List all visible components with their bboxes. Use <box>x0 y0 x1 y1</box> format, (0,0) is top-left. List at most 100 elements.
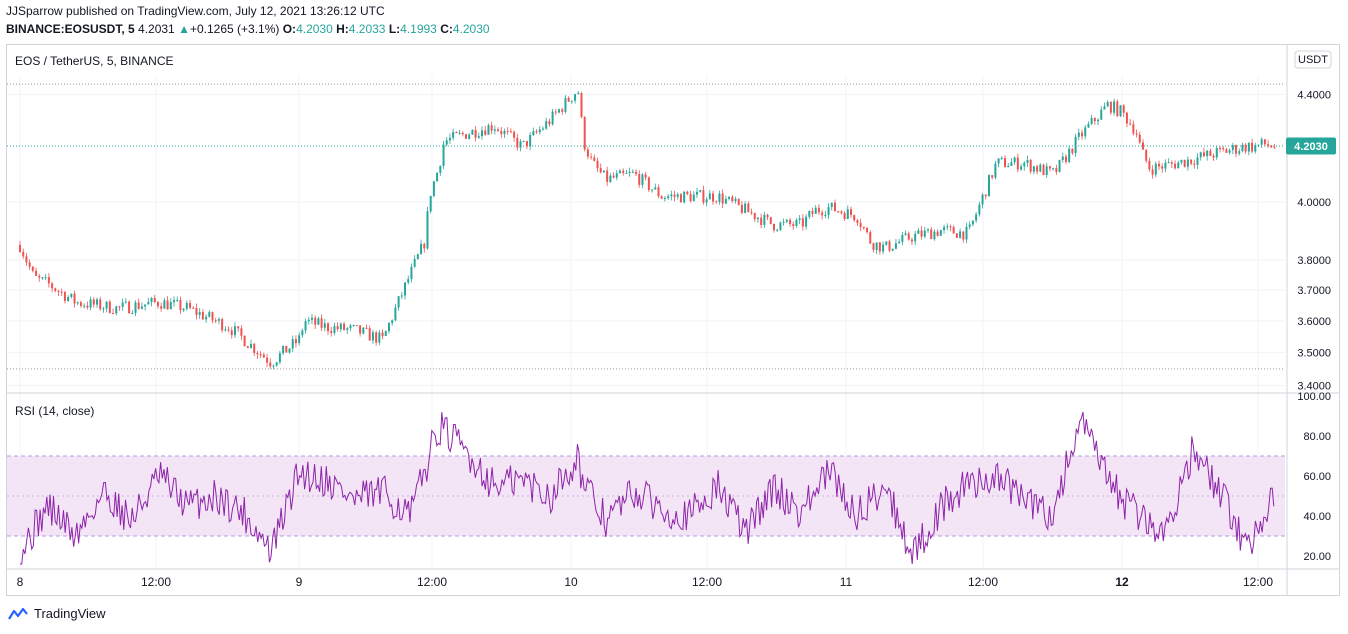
candle-body <box>541 128 544 130</box>
candle-body <box>769 217 772 224</box>
candle-body <box>1132 124 1135 134</box>
candle-body <box>728 196 731 199</box>
candle-body <box>1170 162 1173 164</box>
rsi-tick-label: 80.00 <box>1303 431 1331 443</box>
candle-body <box>371 332 374 341</box>
reference-lines <box>7 83 1285 370</box>
currency-button[interactable]: USDT <box>1294 50 1332 69</box>
rsi-band <box>7 455 1285 537</box>
candle-body <box>442 144 445 166</box>
candle-body <box>156 301 159 307</box>
candle-body <box>333 326 336 333</box>
candle-body <box>118 306 121 308</box>
candle-body <box>108 301 111 313</box>
candle-body <box>233 326 236 335</box>
candle-body <box>1244 144 1247 152</box>
candle-body <box>205 316 208 320</box>
candle-body <box>734 198 737 202</box>
candle-body <box>538 129 541 133</box>
candle-body <box>314 317 317 325</box>
candle-body <box>224 329 227 331</box>
candle-body <box>31 266 34 271</box>
candle-body <box>481 130 484 137</box>
candle-body <box>1029 159 1032 172</box>
candle-body <box>121 302 124 307</box>
time-tick-label: 12:00 <box>141 575 171 589</box>
candle-body <box>112 312 115 314</box>
candle-body <box>1138 134 1141 143</box>
candle-body <box>686 191 689 195</box>
candle-body <box>936 231 939 236</box>
candle-body <box>663 198 666 200</box>
candle-body <box>1222 148 1225 150</box>
price-tick-label: 4.4000 <box>1297 89 1331 101</box>
candle-body <box>1257 144 1260 146</box>
candle-body <box>1154 163 1157 175</box>
candle-body <box>1077 132 1080 137</box>
candle-body <box>310 317 313 320</box>
candle-body <box>41 277 44 279</box>
candle-body <box>195 307 198 315</box>
candle-body <box>1231 145 1234 151</box>
candle-body <box>176 299 179 301</box>
candle-body <box>846 209 849 219</box>
candle-body <box>1020 166 1023 170</box>
candle-body <box>1186 159 1189 167</box>
candle-body <box>564 98 567 112</box>
candle-body <box>140 306 143 309</box>
time-tick-label: 12:00 <box>417 575 447 589</box>
candle-body <box>978 204 981 215</box>
candle-body <box>795 219 798 226</box>
candle-body <box>1087 124 1090 128</box>
candle-body <box>750 212 753 214</box>
candle-body <box>580 93 583 117</box>
chart-svg[interactable]: 4.4000 4.0000 3.8000 3.7000 3.6000 3.5000 3.40… <box>0 0 1348 600</box>
candle-body <box>381 332 384 336</box>
time-tick-label: 9 <box>296 575 303 589</box>
candle-body <box>907 233 910 240</box>
candle-body <box>1100 109 1103 120</box>
candle-body <box>1199 152 1202 158</box>
candle-body <box>843 213 846 219</box>
candle-body <box>583 116 586 150</box>
candle-body <box>891 248 894 251</box>
candle-body <box>984 194 987 197</box>
candle-body <box>724 198 727 204</box>
candle-body <box>529 134 532 147</box>
candle-body <box>1084 127 1087 137</box>
candle-body <box>211 312 214 321</box>
price-tick-label: 3.7000 <box>1297 285 1331 297</box>
candle-body <box>901 235 904 242</box>
change-value: +0.1265 (+3.1%) <box>189 22 280 36</box>
candle-body <box>1180 159 1183 163</box>
candle-body <box>272 365 275 367</box>
candle-body <box>1129 123 1132 125</box>
candle-body <box>474 129 477 138</box>
rsi-line <box>20 411 1275 565</box>
candle-body <box>808 211 811 217</box>
candle-body <box>275 362 278 366</box>
change-up-icon: ▲ <box>178 22 190 36</box>
candle-body <box>602 170 605 173</box>
candle-body <box>134 302 137 313</box>
candle-body <box>676 194 679 197</box>
candle-body <box>949 226 952 228</box>
candle-body <box>554 111 557 113</box>
candle-body <box>856 220 859 224</box>
candle-body <box>763 214 766 225</box>
candle-body <box>237 326 240 329</box>
candle-body <box>923 230 926 237</box>
candle-body <box>1007 165 1010 168</box>
candle-body <box>1010 162 1013 166</box>
candle-body <box>89 299 92 308</box>
candle-body <box>519 141 522 148</box>
candle-body <box>432 181 435 196</box>
footer[interactable]: TradingView <box>8 606 106 621</box>
candle-body <box>1042 164 1045 176</box>
candle-body <box>772 223 775 231</box>
candle-body <box>1026 159 1029 163</box>
candle-body <box>506 130 509 132</box>
candle-body <box>606 170 609 182</box>
time-tick-label: 12:00 <box>968 575 998 589</box>
candle-body <box>1164 162 1167 169</box>
